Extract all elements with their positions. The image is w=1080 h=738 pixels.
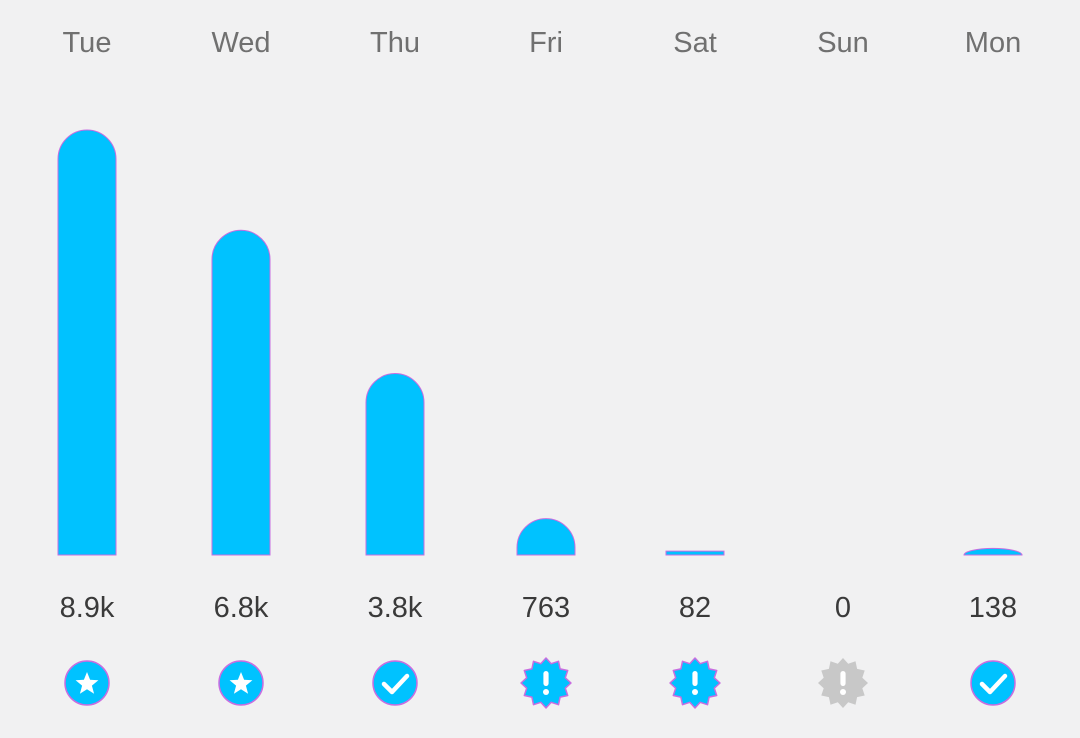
star-badge-icon-wed bbox=[218, 660, 264, 706]
bar[interactable] bbox=[665, 550, 725, 556]
day-label: Wed bbox=[211, 27, 270, 59]
day-label: Sun bbox=[817, 27, 869, 59]
day-label: Fri bbox=[529, 27, 563, 59]
check-badge-circle bbox=[372, 660, 418, 706]
exclamation-dot bbox=[692, 689, 698, 695]
star-badge-icon-tue bbox=[64, 660, 110, 706]
check-glyph bbox=[381, 673, 410, 695]
value-label: 763 bbox=[522, 592, 570, 624]
value-label: 8.9k bbox=[60, 592, 115, 624]
day-column-sat[interactable]: Sat 82 bbox=[665, 27, 725, 709]
value-label: 0 bbox=[835, 592, 851, 624]
value-label: 6.8k bbox=[214, 592, 269, 624]
bar[interactable] bbox=[365, 373, 425, 556]
day-column-thu[interactable]: Thu 3.8k bbox=[365, 27, 425, 706]
day-label: Sat bbox=[673, 27, 717, 59]
check-badge-circle bbox=[970, 660, 1016, 706]
star-glyph bbox=[229, 672, 253, 694]
exclamation-dot bbox=[840, 689, 846, 695]
bar[interactable] bbox=[211, 229, 271, 556]
day-column-tue[interactable]: Tue 8.9k bbox=[57, 27, 117, 706]
value-label: 3.8k bbox=[368, 592, 423, 624]
bar[interactable] bbox=[516, 518, 576, 556]
check-badge-icon-thu bbox=[372, 660, 418, 706]
exclamation-stem bbox=[692, 671, 698, 686]
check-glyph bbox=[979, 673, 1008, 695]
alert-badge-icon-sun bbox=[818, 658, 868, 708]
bar[interactable] bbox=[963, 547, 1023, 556]
star-glyph bbox=[75, 672, 99, 694]
exclamation-stem bbox=[543, 671, 549, 686]
day-label: Mon bbox=[965, 27, 1021, 59]
check-badge-icon-mon bbox=[970, 660, 1016, 706]
day-column-sun[interactable]: Sun 0 bbox=[817, 27, 869, 708]
day-column-wed[interactable]: Wed 6.8k bbox=[211, 27, 271, 706]
day-label: Tue bbox=[63, 27, 112, 59]
day-column-fri[interactable]: Fri 763 bbox=[516, 27, 576, 709]
exclamation-dot bbox=[543, 689, 549, 695]
bar[interactable] bbox=[57, 129, 117, 556]
alert-badge-icon-sat bbox=[669, 657, 721, 709]
alert-badge-icon-fri bbox=[520, 657, 572, 709]
day-column-mon[interactable]: Mon 138 bbox=[963, 27, 1023, 706]
value-label: 82 bbox=[679, 592, 711, 624]
exclamation-stem bbox=[840, 671, 846, 686]
day-label: Thu bbox=[370, 27, 420, 59]
value-label: 138 bbox=[969, 592, 1017, 624]
